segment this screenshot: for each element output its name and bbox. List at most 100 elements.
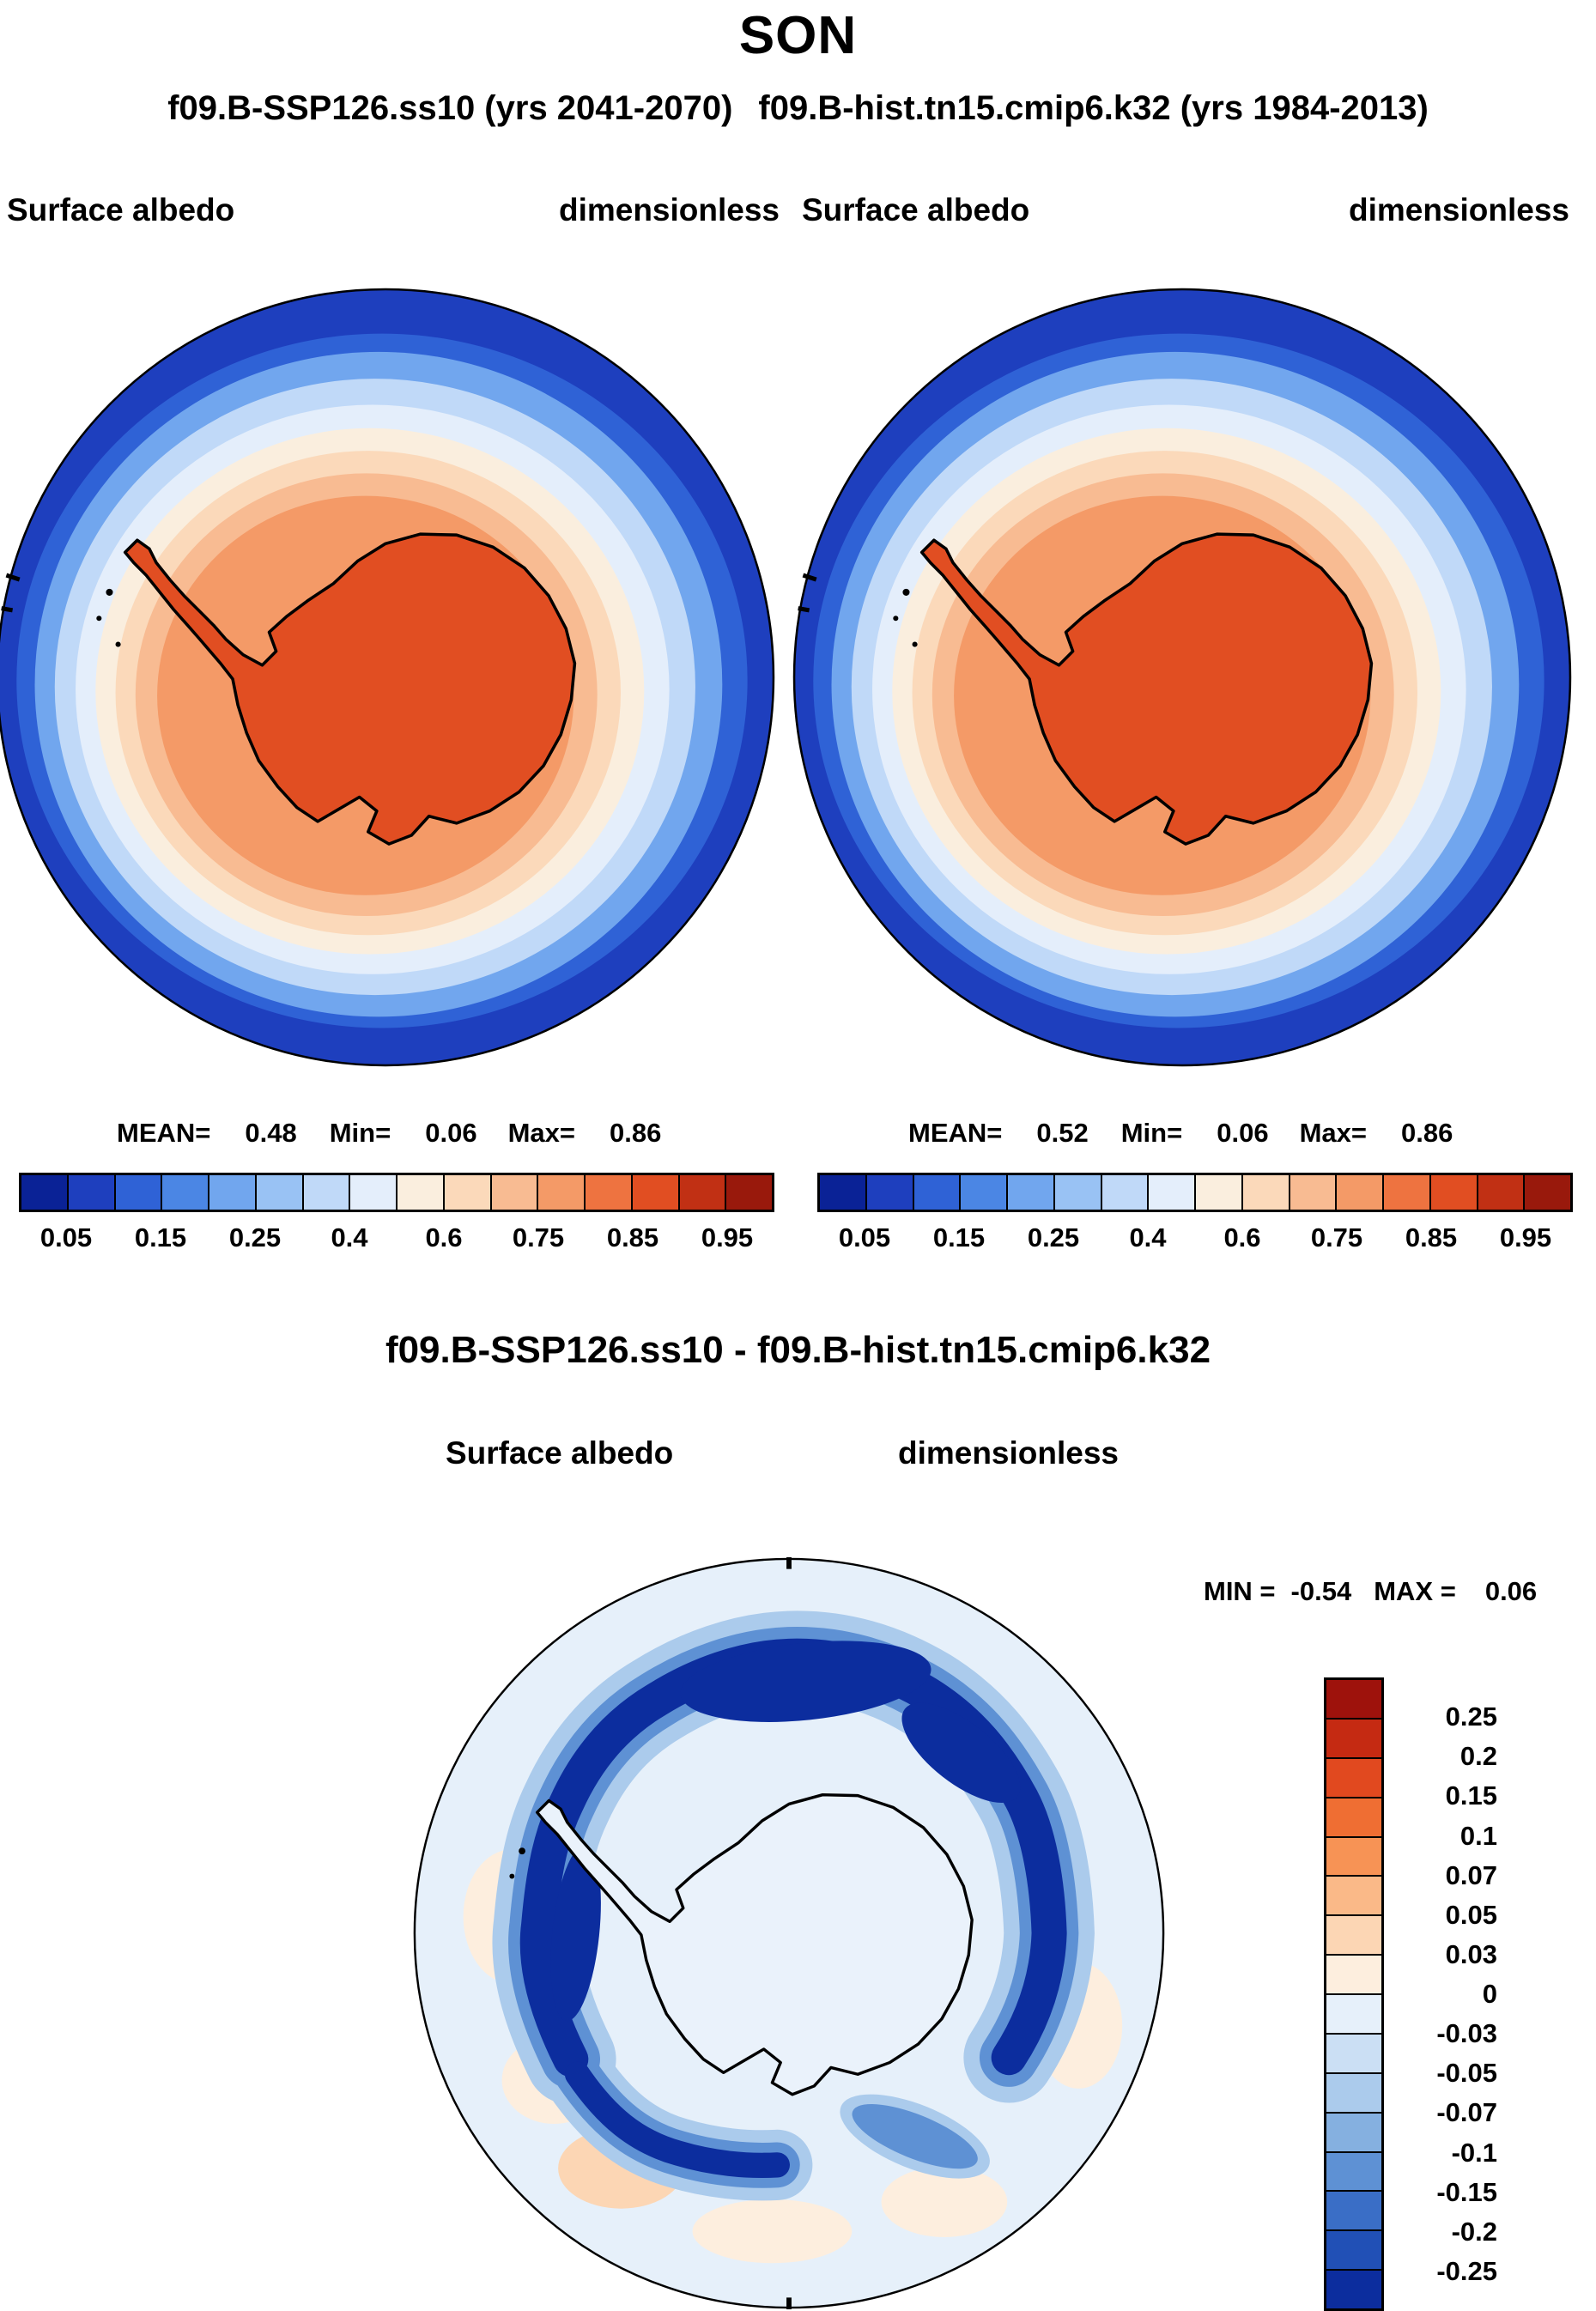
colorbar-cell [1326, 2034, 1381, 2074]
colorbar-tick-label: 0.25 [228, 1222, 282, 1253]
colorbar-tick-label: 0.2 [1459, 1741, 1497, 1772]
colorbar-cell [1290, 1175, 1338, 1210]
page-subtitle: f09.B-SSP126.ss10 (yrs 2041-2070) f09.B-… [0, 89, 1596, 128]
colorbar-tick-label: -0.05 [1436, 2058, 1497, 2089]
panel-b-units-label: dimensionless [1348, 192, 1569, 227]
max-label: Max= [507, 1118, 575, 1148]
colorbar-cell [632, 1175, 680, 1210]
colorbar-tick-label: 0.15 [932, 1222, 986, 1253]
colorbar-cell [115, 1175, 163, 1210]
colorbar-cell [1326, 1758, 1381, 1798]
colorbar-tick-label: 0.05 [838, 1222, 891, 1253]
mean-value: 0.48 [245, 1118, 297, 1148]
colorbar-cell [726, 1175, 772, 1210]
colorbar-cell [1337, 1175, 1384, 1210]
colorbar-tick-label: 0.75 [1310, 1222, 1363, 1253]
colorbar-cell [1326, 2073, 1381, 2114]
mean-label: MEAN= [908, 1118, 1003, 1148]
colorbar-cell [1326, 1956, 1381, 1995]
diff-field-label: Surface albedo [446, 1435, 674, 1471]
colorbar-cell [1384, 1175, 1431, 1210]
colorbar-cell [21, 1175, 69, 1210]
diff-title: f09.B-SSP126.ss10 - f09.B-hist.tn15.cmip… [385, 1329, 1211, 1371]
diff-stats: MIN = -0.54 MAX = 0.06 [1204, 1576, 1537, 1607]
page-title: SON [738, 6, 858, 65]
colorbar-cell [538, 1175, 586, 1210]
colorbar-tick-label: 0.15 [134, 1222, 187, 1253]
colorbar-cell [162, 1175, 209, 1210]
colorbar-cell [1326, 2152, 1381, 2193]
colorbar-tick-label: 0.75 [512, 1222, 565, 1253]
albedo-colorbar-b [817, 1173, 1573, 1212]
colorbar-cell [1054, 1175, 1102, 1210]
min-value: -0.54 [1290, 1576, 1352, 1606]
colorbar-tick-label: 0.15 [1445, 1780, 1497, 1811]
max-value: 0.86 [1400, 1118, 1453, 1148]
colorbar-cell [1242, 1175, 1290, 1210]
max-label: Max= [1299, 1118, 1367, 1148]
colorbar-tick-label: -0.25 [1436, 2255, 1497, 2286]
colorbar-tick-label: 0.4 [1129, 1222, 1167, 1253]
min-value: 0.06 [425, 1118, 477, 1148]
min-value: 0.06 [1217, 1118, 1269, 1148]
case-b-label: f09.B-hist.tn15.cmip6.k32 (yrs 1984-2013… [758, 89, 1429, 127]
colorbar-tick-label: 0 [1482, 1979, 1497, 2009]
colorbar-tick-label: -0.07 [1436, 2097, 1497, 2128]
colorbar-cell [1326, 2271, 1381, 2308]
colorbar-cell [586, 1175, 633, 1210]
colorbar-cell [1326, 1837, 1381, 1877]
colorbar-cell [256, 1175, 304, 1210]
panel-b-stats: MEAN= 0.52 Min= 0.06 Max= 0.86 [908, 1118, 1453, 1149]
colorbar-tick-label: 0.85 [606, 1222, 659, 1253]
colorbar-cell [68, 1175, 116, 1210]
panel-b-header: Surface albedo dimensionless [802, 192, 1569, 228]
colorbar-tick-label: -0.2 [1451, 2216, 1497, 2247]
colorbar-tick-label: 0.05 [1445, 1899, 1497, 1930]
panel-a-header: Surface albedo dimensionless [7, 192, 780, 228]
diff-units-label: dimensionless [897, 1435, 1119, 1471]
colorbar-cell [1326, 1719, 1381, 1759]
mean-value: 0.52 [1036, 1118, 1089, 1148]
colorbar-tick-label: 0.95 [1499, 1222, 1552, 1253]
colorbar-cell [961, 1175, 1008, 1210]
colorbar-cell [866, 1175, 914, 1210]
colorbar-tick-label: -0.15 [1436, 2176, 1497, 2207]
colorbar-tick-label: 0.95 [701, 1222, 754, 1253]
colorbar-cell [1008, 1175, 1055, 1210]
diff-header: Surface albedo dimensionless [411, 1435, 1167, 1471]
colorbar-tick-label: 0.1 [1459, 1820, 1497, 1851]
panel-a-field-label: Surface albedo [7, 192, 235, 227]
diff-colorbar [1324, 1677, 1384, 2311]
colorbar-cell [303, 1175, 351, 1210]
colorbar-cell [913, 1175, 962, 1210]
colorbar-cell [491, 1175, 539, 1210]
colorbar-cell [1326, 2113, 1381, 2153]
colorbar-tick-label: -0.1 [1451, 2137, 1497, 2168]
colorbar-tick-label: 0.25 [1027, 1222, 1080, 1253]
colorbar-cell [397, 1175, 445, 1210]
diff-colorbar-ticks: 0.25 0.2 0.15 0.1 0.07 0.05 0.03 0 -0.03 -0.05 -0.… [1396, 1677, 1497, 2311]
colorbar-cell [1326, 1995, 1381, 2035]
max-value: 0.06 [1484, 1576, 1538, 1606]
colorbar-cell [820, 1175, 867, 1210]
panel-a-stats: MEAN= 0.48 Min= 0.06 Max= 0.86 [117, 1118, 661, 1149]
colorbar-cell [209, 1175, 257, 1210]
colorbar-tick-label: 0.25 [1445, 1701, 1497, 1732]
albedo-colorbar-b-ticks: 0.05 0.15 0.25 0.4 0.6 0.75 0.85 0.95 [817, 1222, 1573, 1259]
colorbar-cell [1101, 1175, 1150, 1210]
albedo-map-ssp126 [0, 287, 776, 1068]
mean-label: MEAN= [117, 1118, 211, 1148]
colorbar-tick-label: 0.6 [1223, 1222, 1261, 1253]
panel-b-field-label: Surface albedo [802, 192, 1030, 227]
colorbar-cell [350, 1175, 397, 1210]
colorbar-tick-label: 0.85 [1405, 1222, 1458, 1253]
colorbar-cell [1196, 1175, 1243, 1210]
panel-a-units-label: dimensionless [558, 192, 780, 227]
colorbar-tick-label: 0.07 [1445, 1859, 1497, 1890]
colorbar-tick-label: -0.03 [1436, 2018, 1497, 2049]
albedo-colorbar-a-ticks: 0.05 0.15 0.25 0.4 0.6 0.75 0.85 0.95 [19, 1222, 774, 1259]
max-label: MAX = [1374, 1576, 1456, 1606]
colorbar-cell [1326, 1877, 1381, 1917]
colorbar-cell [1326, 2192, 1381, 2232]
